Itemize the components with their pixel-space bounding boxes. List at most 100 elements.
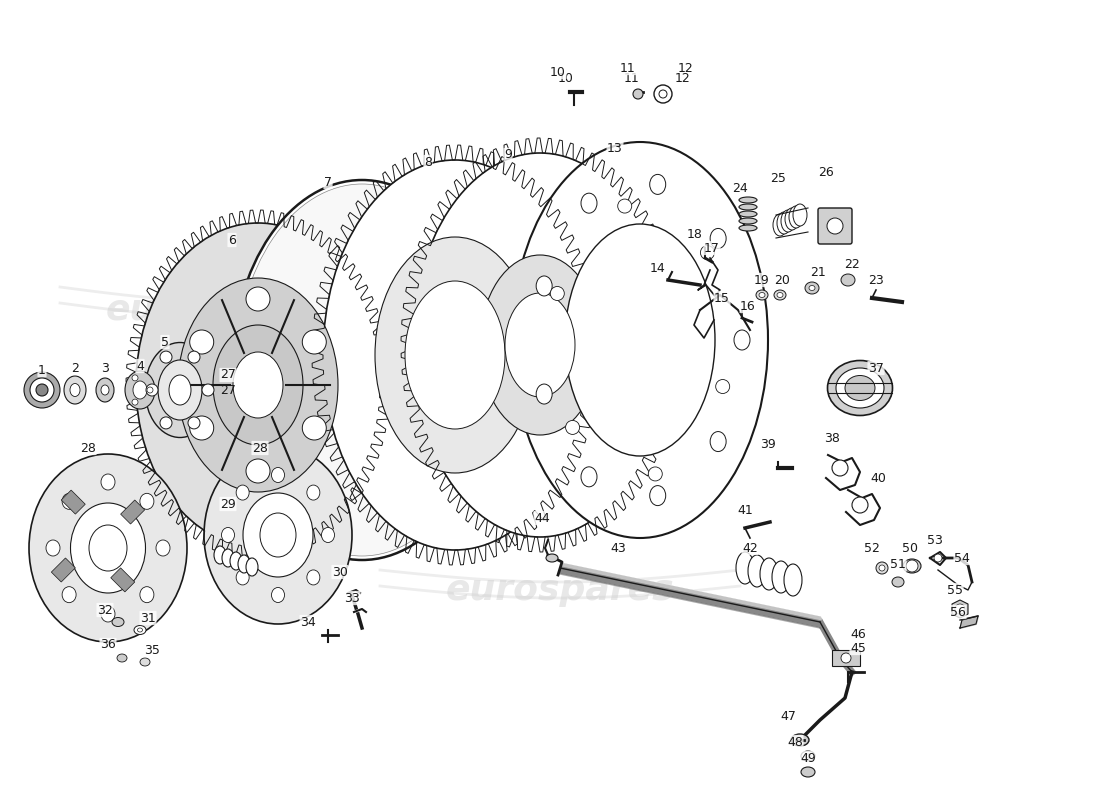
Text: 50: 50 [902,542,918,554]
Ellipse shape [565,224,715,456]
Text: 20: 20 [774,274,790,286]
Ellipse shape [650,486,666,506]
Ellipse shape [140,658,150,666]
Text: 26: 26 [818,166,834,178]
Ellipse shape [827,361,892,415]
Ellipse shape [876,562,888,574]
Text: 7: 7 [324,175,332,189]
Ellipse shape [133,381,147,399]
Text: 2: 2 [72,362,79,374]
Circle shape [189,330,213,354]
Bar [52,558,76,582]
Text: 56: 56 [950,606,966,618]
Ellipse shape [805,282,820,294]
Ellipse shape [233,352,283,418]
Text: 46: 46 [850,629,866,642]
Text: 40: 40 [870,471,886,485]
Ellipse shape [307,570,320,585]
Text: eurospares: eurospares [446,573,674,607]
Text: 21: 21 [810,266,826,278]
Circle shape [934,554,942,562]
Ellipse shape [405,281,505,429]
Circle shape [132,399,138,405]
Ellipse shape [29,454,187,642]
Text: 16: 16 [740,299,756,313]
Ellipse shape [759,293,764,298]
Ellipse shape [178,278,338,492]
Text: 32: 32 [97,603,113,617]
Ellipse shape [70,503,145,593]
Text: 38: 38 [824,431,840,445]
Text: 13: 13 [607,142,623,154]
Circle shape [659,90,667,98]
Circle shape [30,378,54,402]
Text: 52: 52 [865,542,880,554]
Circle shape [246,287,270,311]
Ellipse shape [323,160,587,550]
Ellipse shape [793,204,807,226]
Ellipse shape [246,558,258,576]
Ellipse shape [748,555,766,587]
Text: 23: 23 [868,274,884,286]
Circle shape [302,416,327,440]
Ellipse shape [136,223,380,547]
Ellipse shape [781,210,795,232]
Text: 53: 53 [927,534,943,546]
Ellipse shape [412,153,668,537]
Ellipse shape [650,174,666,194]
Text: 28: 28 [80,442,96,454]
FancyBboxPatch shape [818,208,852,244]
Ellipse shape [773,214,786,236]
Text: 54: 54 [954,551,970,565]
Ellipse shape [774,290,786,300]
Circle shape [132,375,138,381]
Circle shape [654,85,672,103]
Circle shape [188,417,200,429]
Text: 27: 27 [220,369,235,382]
Ellipse shape [89,525,127,571]
Ellipse shape [272,467,285,482]
Ellipse shape [777,293,783,298]
Text: 37: 37 [868,362,884,374]
Ellipse shape [238,555,250,573]
Ellipse shape [213,325,302,445]
Ellipse shape [785,208,799,230]
Circle shape [618,199,631,213]
Ellipse shape [711,431,726,451]
Ellipse shape [321,527,334,542]
Text: 10: 10 [558,72,574,85]
Ellipse shape [777,212,791,234]
Ellipse shape [739,218,757,224]
Ellipse shape [140,494,154,510]
Text: 15: 15 [714,291,730,305]
Text: 55: 55 [947,583,962,597]
Ellipse shape [801,767,815,777]
Circle shape [906,560,918,572]
Ellipse shape [101,606,116,622]
Text: 14: 14 [650,262,666,274]
Text: 43: 43 [610,542,626,554]
Circle shape [716,379,729,394]
Ellipse shape [739,211,757,217]
Ellipse shape [112,618,124,626]
Text: 3: 3 [101,362,109,374]
Ellipse shape [230,552,242,570]
Text: 10: 10 [550,66,565,78]
Ellipse shape [158,360,202,420]
Text: 24: 24 [733,182,748,194]
Ellipse shape [772,561,790,593]
Circle shape [550,286,564,301]
Text: 33: 33 [344,591,360,605]
Text: 6: 6 [228,234,235,246]
Ellipse shape [842,274,855,286]
Ellipse shape [760,558,778,590]
Circle shape [36,384,48,396]
Ellipse shape [214,546,225,564]
Ellipse shape [62,586,76,602]
Bar [121,500,145,524]
Ellipse shape [879,565,886,571]
Ellipse shape [480,255,600,435]
Circle shape [188,351,200,363]
Ellipse shape [808,286,815,290]
Text: 19: 19 [755,274,770,286]
